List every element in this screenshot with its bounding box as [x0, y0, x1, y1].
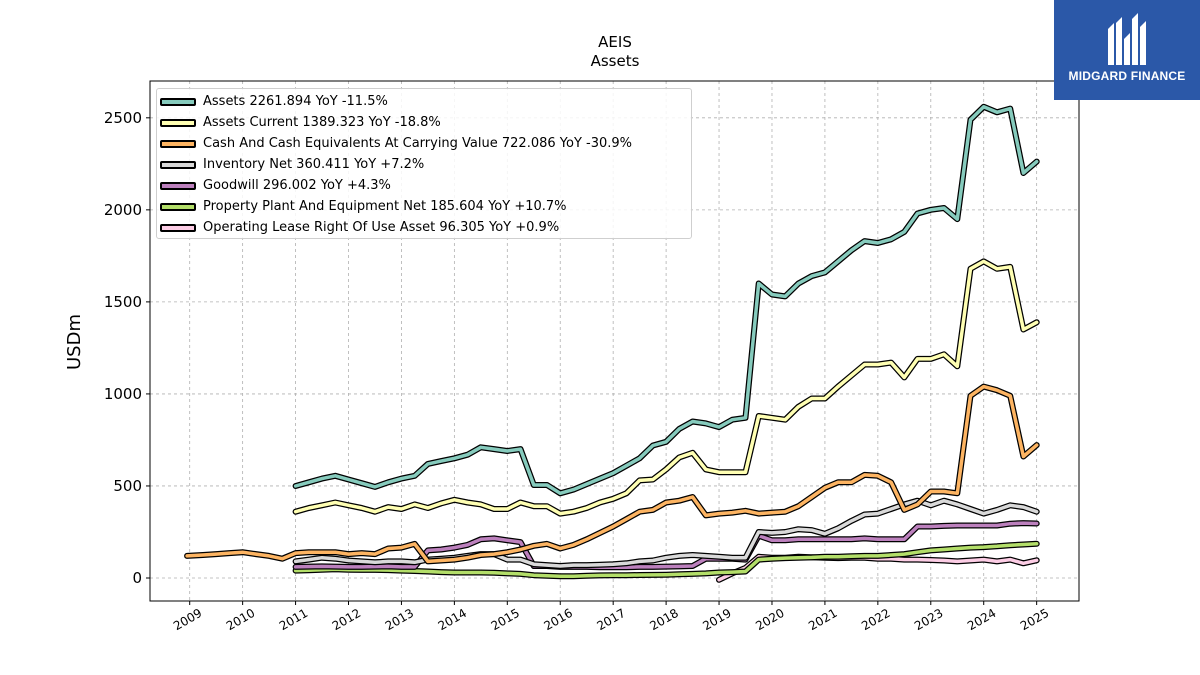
x-tick-label: 2020	[753, 606, 786, 633]
x-tick-label: 2025	[1018, 606, 1051, 633]
x-tick-label: 2013	[383, 606, 416, 633]
series-line	[293, 105, 1039, 496]
x-tick-label: 2017	[594, 606, 627, 633]
series-cash-and-cash-equivalents-at-carrying-value	[184, 383, 1040, 565]
y-tick-label: 2000	[104, 201, 142, 219]
x-tick-label: 2015	[489, 606, 522, 633]
series-line	[293, 259, 1039, 516]
x-tick-label: 2018	[647, 606, 680, 633]
legend-item: Cash And Cash Equivalents At Carrying Va…	[157, 135, 693, 155]
y-axis-label: USDm	[64, 314, 85, 370]
series-line	[293, 498, 1039, 568]
series-property-plant-and-equipment-net	[292, 540, 1040, 580]
legend-swatch	[160, 140, 196, 148]
x-axis: 2009 2010 2011 2012 2013 2014 2015 2016 2017 2018…	[171, 601, 1051, 633]
x-tick-label: 2010	[224, 606, 257, 633]
legend-item: Assets Current 1389.323 YoY -18.8%	[157, 114, 693, 134]
legend-item: Property Plant And Equipment Net 185.604…	[157, 198, 693, 218]
legend-label: Inventory Net 360.411 YoY +7.2%	[203, 157, 425, 172]
series-line	[293, 542, 1039, 578]
y-axis: 0 500 1000 1500 2000 2500	[104, 109, 150, 587]
chart-subtitle: Assets	[590, 52, 640, 70]
x-tick-label: 2023	[912, 606, 945, 633]
legend-item: Operating Lease Right Of Use Asset 96.30…	[157, 219, 693, 239]
x-tick-label: 2022	[859, 606, 892, 633]
x-tick-label: 2009	[171, 606, 204, 633]
x-tick-label: 2019	[700, 606, 733, 633]
y-tick-label: 1500	[104, 293, 142, 311]
series-lines	[184, 103, 1040, 583]
legend-label: Assets 2261.894 YoY -11.5%	[203, 94, 388, 109]
x-tick-label: 2021	[806, 606, 839, 633]
y-tick-label: 1000	[104, 385, 142, 403]
legend-swatch	[160, 182, 196, 190]
legend-swatch	[160, 119, 196, 127]
legend-label: Cash And Cash Equivalents At Carrying Va…	[203, 136, 632, 151]
legend: Assets 2261.894 YoY -11.5% Assets Current…	[156, 88, 692, 239]
legend-label: Operating Lease Right Of Use Asset 96.30…	[203, 220, 560, 235]
legend-swatch	[160, 161, 196, 169]
x-tick-label: 2016	[542, 606, 575, 633]
legend-label: Goodwill 296.002 YoY +4.3%	[203, 178, 391, 193]
series-inventory-net	[292, 497, 1040, 569]
legend-item: Assets 2261.894 YoY -11.5%	[157, 93, 693, 113]
legend-item: Inventory Net 360.411 YoY +7.2%	[157, 156, 693, 176]
legend-swatch	[160, 203, 196, 211]
y-tick-label: 0	[132, 569, 142, 587]
legend-swatch	[160, 224, 196, 232]
x-tick-label: 2011	[277, 606, 310, 633]
midgard-logo-icon	[1108, 13, 1146, 65]
y-tick-label: 2500	[104, 109, 142, 127]
x-tick-label: 2024	[965, 606, 998, 633]
x-tick-label: 2014	[436, 606, 469, 633]
y-tick-label: 500	[113, 477, 142, 495]
brand-logo: MIDGARD FINANCE	[1054, 0, 1200, 100]
brand-name: MIDGARD FINANCE	[1068, 69, 1186, 83]
chart-title: AEIS	[598, 33, 632, 51]
plot-frame	[149, 80, 1080, 602]
legend-swatch	[160, 98, 196, 106]
series-assets-current	[292, 258, 1040, 517]
series-assets	[292, 103, 1040, 497]
legend-label: Property Plant And Equipment Net 185.604…	[203, 199, 567, 214]
legend-item: Goodwill 296.002 YoY +4.3%	[157, 177, 693, 197]
x-tick-label: 2012	[330, 606, 363, 633]
legend-label: Assets Current 1389.323 YoY -18.8%	[203, 115, 441, 130]
series-line	[185, 384, 1039, 564]
